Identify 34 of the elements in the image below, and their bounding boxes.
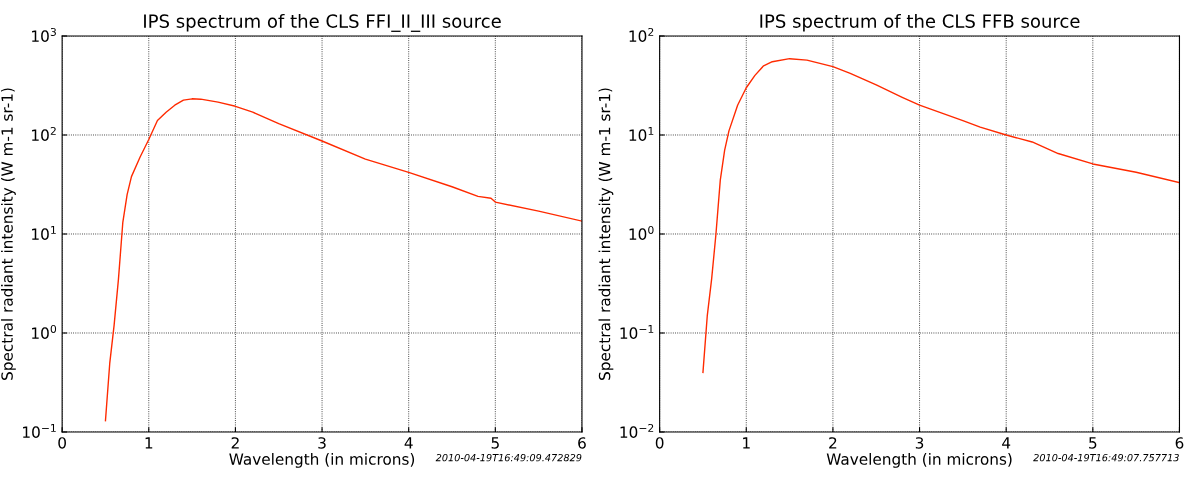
x-tick-label: 0 xyxy=(655,437,664,449)
y-tick-label: 10$^{−1}$ xyxy=(23,424,56,438)
text: 2010-04-19T16:49:09.472829 xyxy=(435,453,582,462)
y-axis-title: Spectral radiant intensity (W m-1 sr-1) xyxy=(598,88,614,380)
y-tick-label: 10$^{1}$ xyxy=(32,226,56,240)
x-tick-label: 1 xyxy=(145,437,153,449)
y-tick-label: 10$^{−1}$ xyxy=(620,325,654,339)
x-tick-label: 3 xyxy=(318,437,326,449)
y-tick-label: 10$^{0}$ xyxy=(629,225,654,240)
x-tick-label: 5 xyxy=(491,437,499,449)
y-tick-label: 10$^{2}$ xyxy=(32,126,56,141)
x-tick-label: 4 xyxy=(404,437,413,449)
x-tick-label: 3 xyxy=(915,437,924,449)
chart-title: IPS spectrum of the CLS FFI_II_III source xyxy=(144,13,501,32)
x-tick-label: 6 xyxy=(1175,437,1184,449)
x-tick-label: 0 xyxy=(58,437,66,449)
line-series xyxy=(104,98,582,422)
y-tick-label: 10$^{1}$ xyxy=(629,127,654,141)
x-tick-label: 4 xyxy=(1002,437,1011,449)
text: 2010-04-19T16:49:07.757713 xyxy=(1033,453,1179,462)
line-series xyxy=(702,57,1180,374)
x-tick-label: 2 xyxy=(231,437,239,449)
y-tick-label: 10$^{−2}$ xyxy=(620,423,654,438)
x-axis-title: Wavelength (in microns) xyxy=(229,453,415,468)
x-tick-label: 5 xyxy=(1089,437,1097,449)
y-axis-title: Spectral radiant intensity (W m-1 sr-1) xyxy=(1,88,16,380)
x-tick-label: 1 xyxy=(743,437,750,449)
chart-title: IPS spectrum of the CLS FFB source xyxy=(760,13,1080,32)
y-tick-label: 10$^{3}$ xyxy=(32,27,56,42)
y-tick-label: 10$^{2}$ xyxy=(629,27,654,42)
x-tick-label: 6 xyxy=(578,437,586,449)
x-tick-label: 2 xyxy=(829,437,837,449)
y-tick-label: 10$^{0}$ xyxy=(32,324,57,339)
x-axis-title: Wavelength (in microns) xyxy=(826,453,1012,468)
